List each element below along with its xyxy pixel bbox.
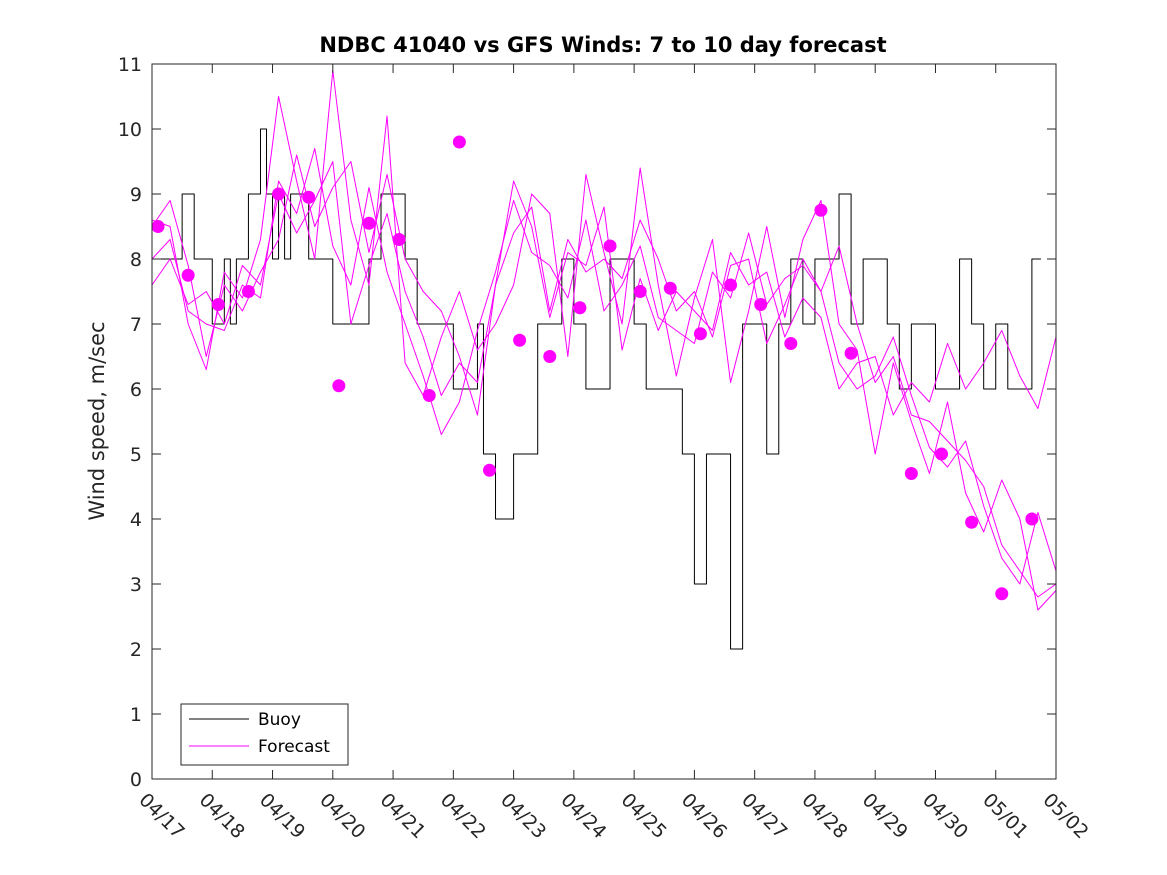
forecast-marker-point bbox=[573, 301, 587, 315]
forecast-marker-point bbox=[934, 447, 948, 461]
y-tick-label: 6 bbox=[130, 379, 142, 401]
legend-label-buoy: Buoy bbox=[258, 710, 301, 730]
plot-frame bbox=[151, 63, 1057, 780]
y-tick-label: 4 bbox=[130, 509, 142, 531]
y-tick-label: 9 bbox=[130, 184, 142, 206]
chart-title: NDBC 41040 vs GFS Winds: 7 to 10 day for… bbox=[319, 33, 886, 57]
forecast-marker-point bbox=[272, 187, 286, 201]
series-forecast-line-4 bbox=[151, 161, 1057, 416]
forecast-marker-point bbox=[693, 327, 707, 341]
forecast-marker-point bbox=[784, 337, 798, 350]
forecast-marker-point bbox=[392, 233, 406, 246]
y-axis-label: Wind speed, m/sec bbox=[85, 321, 109, 520]
forecast-marker-point bbox=[332, 379, 346, 393]
forecast-marker-point bbox=[543, 350, 557, 363]
y-tick-label: 11 bbox=[118, 54, 142, 76]
forecast-marker-point bbox=[724, 278, 738, 292]
forecast-marker-point bbox=[452, 135, 466, 149]
y-tick-label: 1 bbox=[130, 704, 142, 726]
y-tick-label: 8 bbox=[130, 249, 142, 271]
forecast-marker-point bbox=[241, 285, 255, 298]
forecast-marker-point bbox=[814, 203, 828, 217]
forecast-marker-point bbox=[513, 333, 527, 347]
forecast-marker-point bbox=[754, 298, 768, 311]
series-layer bbox=[151, 70, 1057, 650]
marker-layer bbox=[151, 135, 1039, 601]
y-tick-label: 7 bbox=[130, 314, 142, 336]
forecast-marker-point bbox=[844, 346, 858, 360]
forecast-marker-point bbox=[663, 281, 677, 295]
legend-box bbox=[180, 703, 349, 766]
forecast-marker-point bbox=[302, 190, 316, 204]
y-tick-label: 5 bbox=[130, 444, 142, 466]
forecast-marker-point bbox=[633, 285, 647, 298]
forecast-marker-point bbox=[151, 220, 165, 233]
y-tick-label: 10 bbox=[118, 119, 142, 141]
series-forecast-line-2 bbox=[151, 148, 1057, 585]
forecast-marker-point bbox=[995, 587, 1009, 601]
forecast-marker-point bbox=[422, 389, 436, 402]
forecast-marker-point bbox=[482, 463, 496, 477]
y-tick-label: 0 bbox=[130, 769, 142, 791]
series-buoy-line bbox=[152, 128, 1041, 650]
legend-label-forecast: Forecast bbox=[258, 737, 330, 757]
forecast-marker-point bbox=[181, 268, 195, 282]
y-ticks: 0 1 2 3 4 5 6 7 8 9 10 11 bbox=[118, 54, 1056, 791]
forecast-marker-point bbox=[362, 216, 376, 230]
forecast-marker-point bbox=[965, 515, 979, 529]
y-tick-label: 2 bbox=[130, 639, 142, 661]
forecast-marker-point bbox=[1025, 512, 1039, 526]
forecast-marker-point bbox=[211, 298, 225, 311]
forecast-marker-point bbox=[603, 239, 617, 253]
y-tick-label: 3 bbox=[130, 574, 142, 596]
legend: Buoy Forecast bbox=[180, 703, 349, 766]
series-forecast-line-1 bbox=[151, 154, 1057, 598]
forecast-marker-point bbox=[904, 467, 918, 480]
series-forecast-line-3 bbox=[151, 70, 1057, 611]
